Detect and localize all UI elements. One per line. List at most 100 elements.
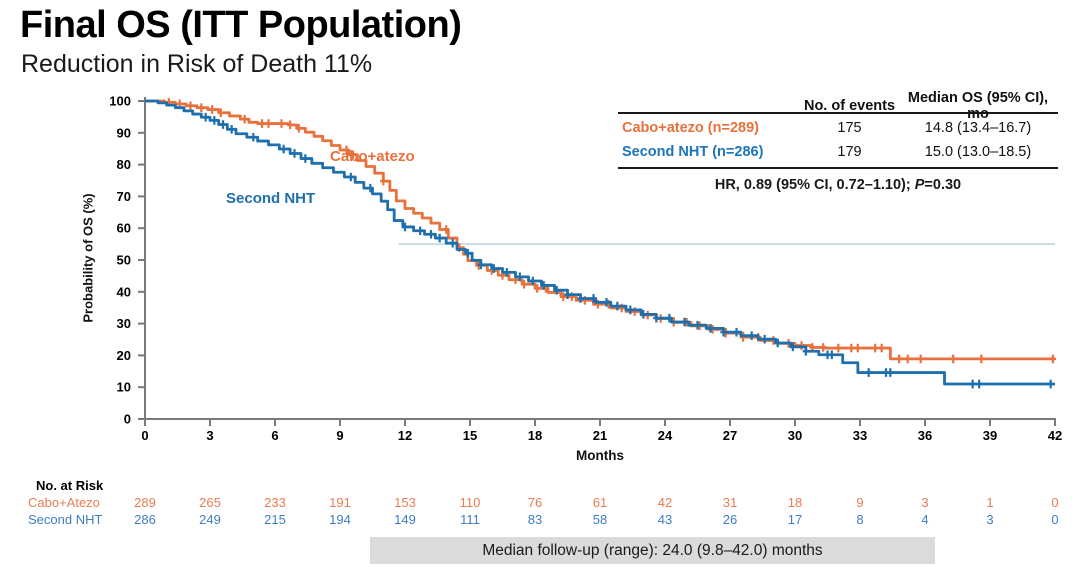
censor-mark-second-nht xyxy=(733,327,740,337)
y-axis-title: Probability of OS (%) xyxy=(80,193,96,323)
x-tick-label: 24 xyxy=(658,428,673,443)
censor-mark-second-nht xyxy=(975,379,983,389)
censor-mark-cabo-atezo xyxy=(198,103,205,112)
x-tick-label: 36 xyxy=(918,428,932,443)
censor-mark-second-nht xyxy=(564,290,571,299)
stats-row-cabo-median: 14.8 (13.4–16.7) xyxy=(924,120,1032,136)
curve-label-cabo-atezo: Cabo+atezo xyxy=(330,148,415,165)
stats-row-nht-label: Second NHT (n=286) xyxy=(622,144,764,160)
censor-mark-second-nht xyxy=(748,331,755,340)
risk-value: 215 xyxy=(264,512,286,527)
median-followup-note: Median follow-up (range): 24.0 (9.8–42.0… xyxy=(370,537,935,564)
censor-mark-cabo-atezo xyxy=(208,105,216,114)
censor-mark-cabo-atezo xyxy=(631,307,638,316)
risk-value: 265 xyxy=(199,495,221,510)
stats-row-nht-events: 179 xyxy=(837,144,862,160)
stats-table-header: No. of events Median OS (95% CI), mo xyxy=(618,90,1058,122)
censor-mark-second-nht xyxy=(694,320,701,330)
censor-mark-second-nht xyxy=(401,222,409,232)
stats-row-cabo: Cabo+atezo (n=289) 175 14.8 (13.4–16.7) xyxy=(618,116,1058,140)
risk-value: 17 xyxy=(787,512,803,527)
y-tick-label: 20 xyxy=(117,348,131,363)
censor-mark-second-nht xyxy=(603,297,610,307)
censor-mark-second-nht xyxy=(477,260,485,270)
censor-mark-second-nht xyxy=(540,281,547,290)
censor-mark-second-nht xyxy=(577,294,584,303)
stats-row-cabo-label: Cabo+atezo (n=289) xyxy=(622,120,759,136)
x-tick-label: 33 xyxy=(853,428,867,443)
censor-mark-second-nht xyxy=(761,334,768,344)
stats-row-nht: Second NHT (n=286) 179 15.0 (13.0–18.5) xyxy=(618,140,1058,164)
censor-mark-cabo-atezo xyxy=(835,343,842,353)
risk-value: 26 xyxy=(722,512,738,527)
risk-value: 0 xyxy=(1051,495,1059,510)
censor-mark-second-nht xyxy=(250,132,257,142)
censor-mark-second-nht xyxy=(1047,379,1054,389)
censor-mark-second-nht xyxy=(503,268,511,277)
censor-mark-second-nht xyxy=(681,317,688,327)
censor-mark-cabo-atezo xyxy=(871,343,879,353)
hazard-ratio-text: HR, 0.89 (95% CI, 0.72–1.10); P=0.30 xyxy=(618,177,1058,193)
risk-value: 191 xyxy=(329,495,351,510)
censor-mark-cabo-atezo xyxy=(286,120,294,130)
censor-mark-cabo-atezo xyxy=(1049,354,1057,364)
censor-mark-cabo-atezo xyxy=(258,119,266,128)
x-tick-label: 21 xyxy=(593,428,607,443)
censor-mark-cabo-atezo xyxy=(978,354,985,364)
x-tick-label: 3 xyxy=(206,428,213,443)
x-tick-label: 27 xyxy=(723,428,737,443)
risk-value: 42 xyxy=(657,495,673,510)
risk-value: 3 xyxy=(986,512,994,527)
x-tick-label: 12 xyxy=(398,428,412,443)
page-subtitle: Reduction in Risk of Death 11% xyxy=(21,50,373,78)
censor-mark-second-nht xyxy=(653,313,660,323)
y-tick-label: 70 xyxy=(117,189,131,204)
censor-mark-cabo-atezo xyxy=(949,354,957,364)
stats-row-cabo-events: 175 xyxy=(837,120,862,136)
y-tick-label: 90 xyxy=(117,125,131,140)
censor-mark-second-nht xyxy=(367,183,374,193)
censor-mark-second-nht xyxy=(228,125,235,134)
censor-mark-second-nht xyxy=(969,379,976,389)
risk-value: 233 xyxy=(264,495,286,510)
censor-mark-cabo-atezo xyxy=(265,119,272,128)
risk-value: 249 xyxy=(199,512,221,527)
censor-mark-second-nht xyxy=(302,154,309,163)
censor-mark-cabo-atezo xyxy=(295,124,303,133)
censor-mark-cabo-atezo xyxy=(895,354,903,364)
stats-row-nht-median: 15.0 (13.0–18.5) xyxy=(924,144,1032,160)
page-title: Final OS (ITT Population) xyxy=(20,4,462,46)
censor-mark-second-nht xyxy=(211,116,218,125)
curve-label-second-nht: Second NHT xyxy=(226,190,316,207)
x-tick-label: 0 xyxy=(141,428,148,443)
censor-mark-second-nht xyxy=(865,368,872,377)
risk-value: 43 xyxy=(657,512,673,527)
censor-mark-cabo-atezo xyxy=(819,343,827,352)
censor-mark-second-nht xyxy=(529,276,537,286)
censor-mark-second-nht xyxy=(416,226,424,236)
risk-value: 9 xyxy=(856,495,864,510)
censor-mark-cabo-atezo xyxy=(520,279,528,289)
censor-mark-cabo-atezo xyxy=(278,119,285,128)
risk-value: 61 xyxy=(592,495,608,510)
censor-mark-second-nht xyxy=(464,249,472,258)
x-tick-label: 30 xyxy=(788,428,802,443)
censor-mark-second-nht xyxy=(516,272,524,282)
censor-mark-second-nht xyxy=(553,285,560,295)
censor-mark-second-nht xyxy=(707,324,714,333)
censor-mark-second-nht xyxy=(280,144,287,154)
x-tick-label: 18 xyxy=(528,428,542,443)
censor-mark-cabo-atezo xyxy=(349,150,357,160)
risk-value: 18 xyxy=(787,495,803,510)
hr-p-label: P xyxy=(914,177,925,193)
risk-table-title: No. at Risk xyxy=(36,478,104,493)
risk-value: 1 xyxy=(986,495,994,510)
censor-mark-second-nht xyxy=(887,368,894,377)
risk-value: 110 xyxy=(459,495,481,510)
y-tick-label: 0 xyxy=(124,412,131,427)
censor-mark-cabo-atezo xyxy=(904,354,911,364)
x-axis-title: Months xyxy=(576,448,624,463)
x-tick-label: 39 xyxy=(983,428,997,443)
